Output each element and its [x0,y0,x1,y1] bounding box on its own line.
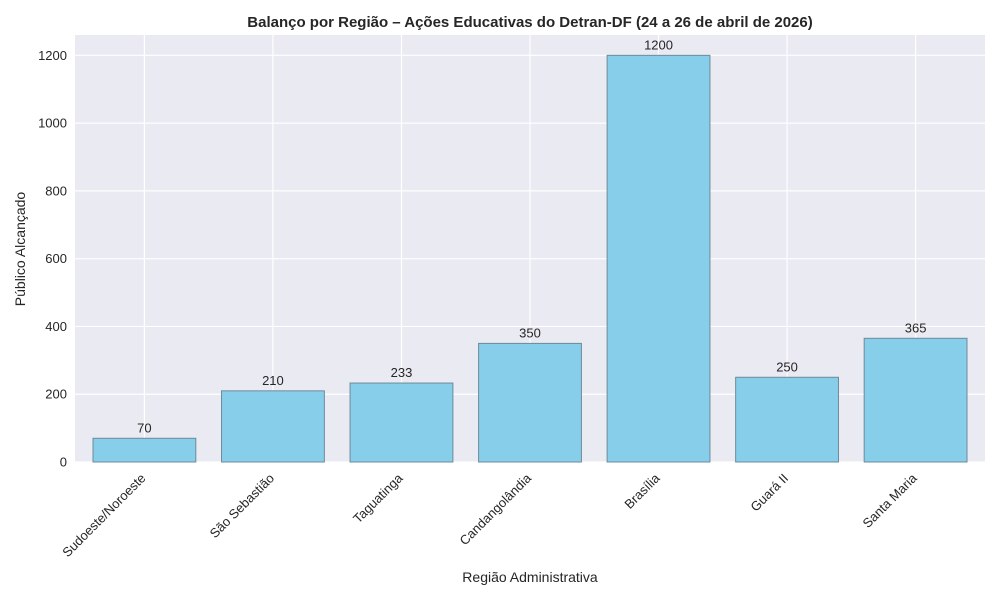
bar [735,376,839,463]
bar-value-label: 233 [391,365,413,380]
y-tick-label: 1200 [38,48,67,63]
bar [478,342,582,463]
y-tick-label: 0 [60,455,67,470]
y-tick-label: 1000 [38,116,67,131]
bar [863,337,968,463]
x-tick-label: São Sebastião [207,471,277,541]
bar-value-label: 210 [262,373,284,388]
x-axis-label: Região Administrativa [462,569,598,585]
x-tick-label: Sudoeste/Noroeste [59,471,148,560]
y-tick-label: 200 [45,387,67,402]
y-axis-label: Público Alcançado [12,192,28,307]
x-tick-label: Guará II [747,471,791,515]
bar-value-label: 250 [776,359,798,374]
x-axis-ticks: Sudoeste/Noroeste São Sebastião Taguatinga… [59,470,920,560]
bar-value-label: 350 [519,325,541,340]
value-labels: 70 210 233 350 1200 250 365 [137,37,926,435]
y-tick-label: 400 [45,319,67,334]
bar-value-label: 1200 [644,37,673,52]
y-tick-label: 600 [45,251,67,266]
x-tick-label: Santa Maria [860,470,921,531]
bars [92,54,968,463]
bar-value-label: 70 [137,420,151,435]
y-tick-label: 800 [45,183,67,198]
bar [349,382,454,463]
bar-value-label: 365 [905,320,927,335]
y-axis-ticks: 0 200 400 600 800 1000 1200 [38,48,67,470]
x-tick-label: Candangolândia [457,470,535,548]
x-tick-label: Taguatinga [350,470,406,526]
x-tick-label: Brasília [621,470,663,512]
bar [221,390,325,463]
chart-title: Balanço por Região – Ações Educativas do… [247,14,812,31]
bar [606,54,711,463]
bar [92,437,197,463]
